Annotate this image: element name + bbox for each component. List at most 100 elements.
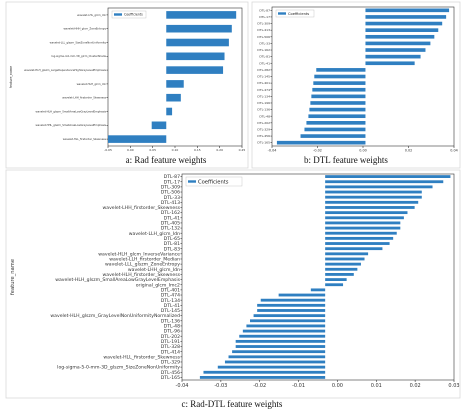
bar xyxy=(325,273,354,276)
bar xyxy=(257,303,326,307)
bar xyxy=(325,242,390,245)
category-label: DTL-414 xyxy=(161,349,180,355)
bar xyxy=(166,38,229,47)
category-label: DTL-134 xyxy=(161,298,180,304)
bar xyxy=(304,127,366,132)
x-tick-label: 0.00 xyxy=(359,148,367,152)
bar xyxy=(325,247,383,251)
legend-swatch xyxy=(278,12,286,15)
category-label: wavelet-HHL_glszm_SmallAreaLowGrayLevelE… xyxy=(36,123,107,127)
category-label: wavelet-HLH_glcm_Idn xyxy=(77,82,107,86)
legend-label: Coefficients xyxy=(198,179,229,185)
bar xyxy=(325,211,408,215)
bar xyxy=(365,48,426,52)
legend-swatch xyxy=(114,13,122,16)
category-label: DTL-162 xyxy=(161,210,180,216)
category-label: DTL-456 xyxy=(161,370,180,376)
bar xyxy=(166,24,232,33)
x-tick-label: 0.04 xyxy=(450,148,458,152)
bar xyxy=(166,107,173,116)
category-label: wavelet-LLH_glcm_Idn xyxy=(129,231,180,237)
category-label: DTL-136 xyxy=(161,318,180,324)
bar xyxy=(308,114,366,119)
x-tick-label: -0.05 xyxy=(104,148,112,152)
legend-box xyxy=(275,9,315,18)
panel-c-frame xyxy=(5,169,461,399)
legend: Coefficients xyxy=(111,10,147,19)
category-label: DTL-136 xyxy=(257,108,270,112)
x-tick-label: 0.10 xyxy=(172,148,179,152)
bar xyxy=(365,41,431,46)
category-label: DTL-96 xyxy=(164,329,180,335)
bar xyxy=(325,283,344,287)
category-label: original_glcm_Imc2 xyxy=(136,282,180,288)
bar xyxy=(250,319,326,323)
bar xyxy=(300,134,366,138)
category-label: DTL-87 xyxy=(259,8,270,12)
bar xyxy=(232,350,326,354)
bar xyxy=(260,298,326,302)
legend-label: Coefficients xyxy=(288,12,309,16)
x-tick-label: 0.25 xyxy=(239,148,246,152)
y-axis-label: feature_name xyxy=(9,66,13,88)
bar xyxy=(365,54,421,59)
bar xyxy=(306,121,366,125)
bar xyxy=(242,329,326,333)
bar xyxy=(325,231,397,235)
category-label: wavelet-LLH_firstorder_Median xyxy=(109,257,180,263)
bar xyxy=(325,190,422,194)
category-label: DTL-309 xyxy=(257,22,270,26)
bar xyxy=(166,11,237,19)
category-label: DTL-165 xyxy=(257,141,270,145)
category-label: wavelet-LLL_glszm_ZoneEntropy xyxy=(105,262,180,268)
bar xyxy=(316,68,366,72)
bar xyxy=(166,66,224,74)
category-label: wavelet-HLH_glszm_SmallAreaLowGrayLevelE… xyxy=(36,109,107,113)
y-axis-label: feature_name xyxy=(10,259,16,295)
category-label: DTL-81 xyxy=(164,241,180,247)
category-label: DTL-134 xyxy=(257,94,270,98)
category-label: DTL-48 xyxy=(259,114,270,118)
category-label: wavelet-LHL_glcm_Idn xyxy=(77,13,106,17)
x-tick-label: -0.04 xyxy=(268,148,277,152)
category-label: DTL-191 xyxy=(161,339,180,345)
category-label: DTL-17 xyxy=(164,179,180,185)
category-label: wavelet-HHH_glcm_ZoneEntropy xyxy=(63,27,106,31)
legend-swatch xyxy=(188,180,196,183)
bar xyxy=(365,34,435,39)
x-tick-label: 0.02 xyxy=(405,148,413,152)
category-label: DTL-87 xyxy=(164,174,180,180)
x-tick-label: 0.20 xyxy=(216,148,223,152)
bar xyxy=(228,355,326,359)
category-label: DTL-33 xyxy=(259,41,270,45)
bar xyxy=(325,267,358,271)
category-label: DTL-405 xyxy=(161,221,180,227)
legend-box xyxy=(111,10,147,19)
category-label: DTL-48 xyxy=(164,324,180,330)
category-label: DTL-401 xyxy=(257,81,270,85)
bar xyxy=(325,257,365,261)
category-label: DTL-17 xyxy=(259,15,270,19)
legend: Coefficients xyxy=(185,176,243,187)
category-label: DTL-202 xyxy=(257,121,270,125)
bar xyxy=(325,200,419,204)
bar xyxy=(108,135,167,143)
category-label: log-sigma-5-0-mm-3D_glszm_SizeZoneNonUni… xyxy=(57,365,180,371)
category-label: DTL-41 xyxy=(164,303,180,309)
bar xyxy=(166,80,184,88)
bar xyxy=(309,107,366,112)
caption-b: b: DTL feature weights xyxy=(304,155,388,165)
bar xyxy=(235,339,326,343)
bar xyxy=(246,324,326,328)
x-tick-label: -0.02 xyxy=(253,383,266,389)
category-label: DTL-65 xyxy=(164,236,180,242)
x-tick-label: 0.00 xyxy=(332,383,343,389)
legend-box xyxy=(185,176,243,187)
category-label: DTL-202 xyxy=(161,334,180,340)
category-label: wavelet-LHH_glcm_Idn xyxy=(128,267,180,273)
category-label: wavelet-LLL_glszm_SizeZoneNonUniformity xyxy=(50,40,107,44)
bar xyxy=(325,236,394,240)
category-label: DTL-401 xyxy=(161,287,180,293)
bar xyxy=(325,262,361,266)
